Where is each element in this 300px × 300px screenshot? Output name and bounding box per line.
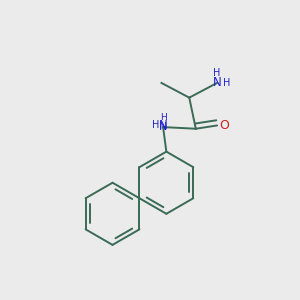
Text: H: H bbox=[223, 78, 231, 88]
Text: H: H bbox=[160, 113, 167, 122]
Text: N: N bbox=[159, 119, 168, 132]
Text: O: O bbox=[219, 119, 229, 132]
Text: H: H bbox=[213, 68, 221, 78]
Text: N: N bbox=[213, 76, 221, 89]
Text: H: H bbox=[152, 121, 160, 130]
Text: N: N bbox=[159, 122, 167, 132]
